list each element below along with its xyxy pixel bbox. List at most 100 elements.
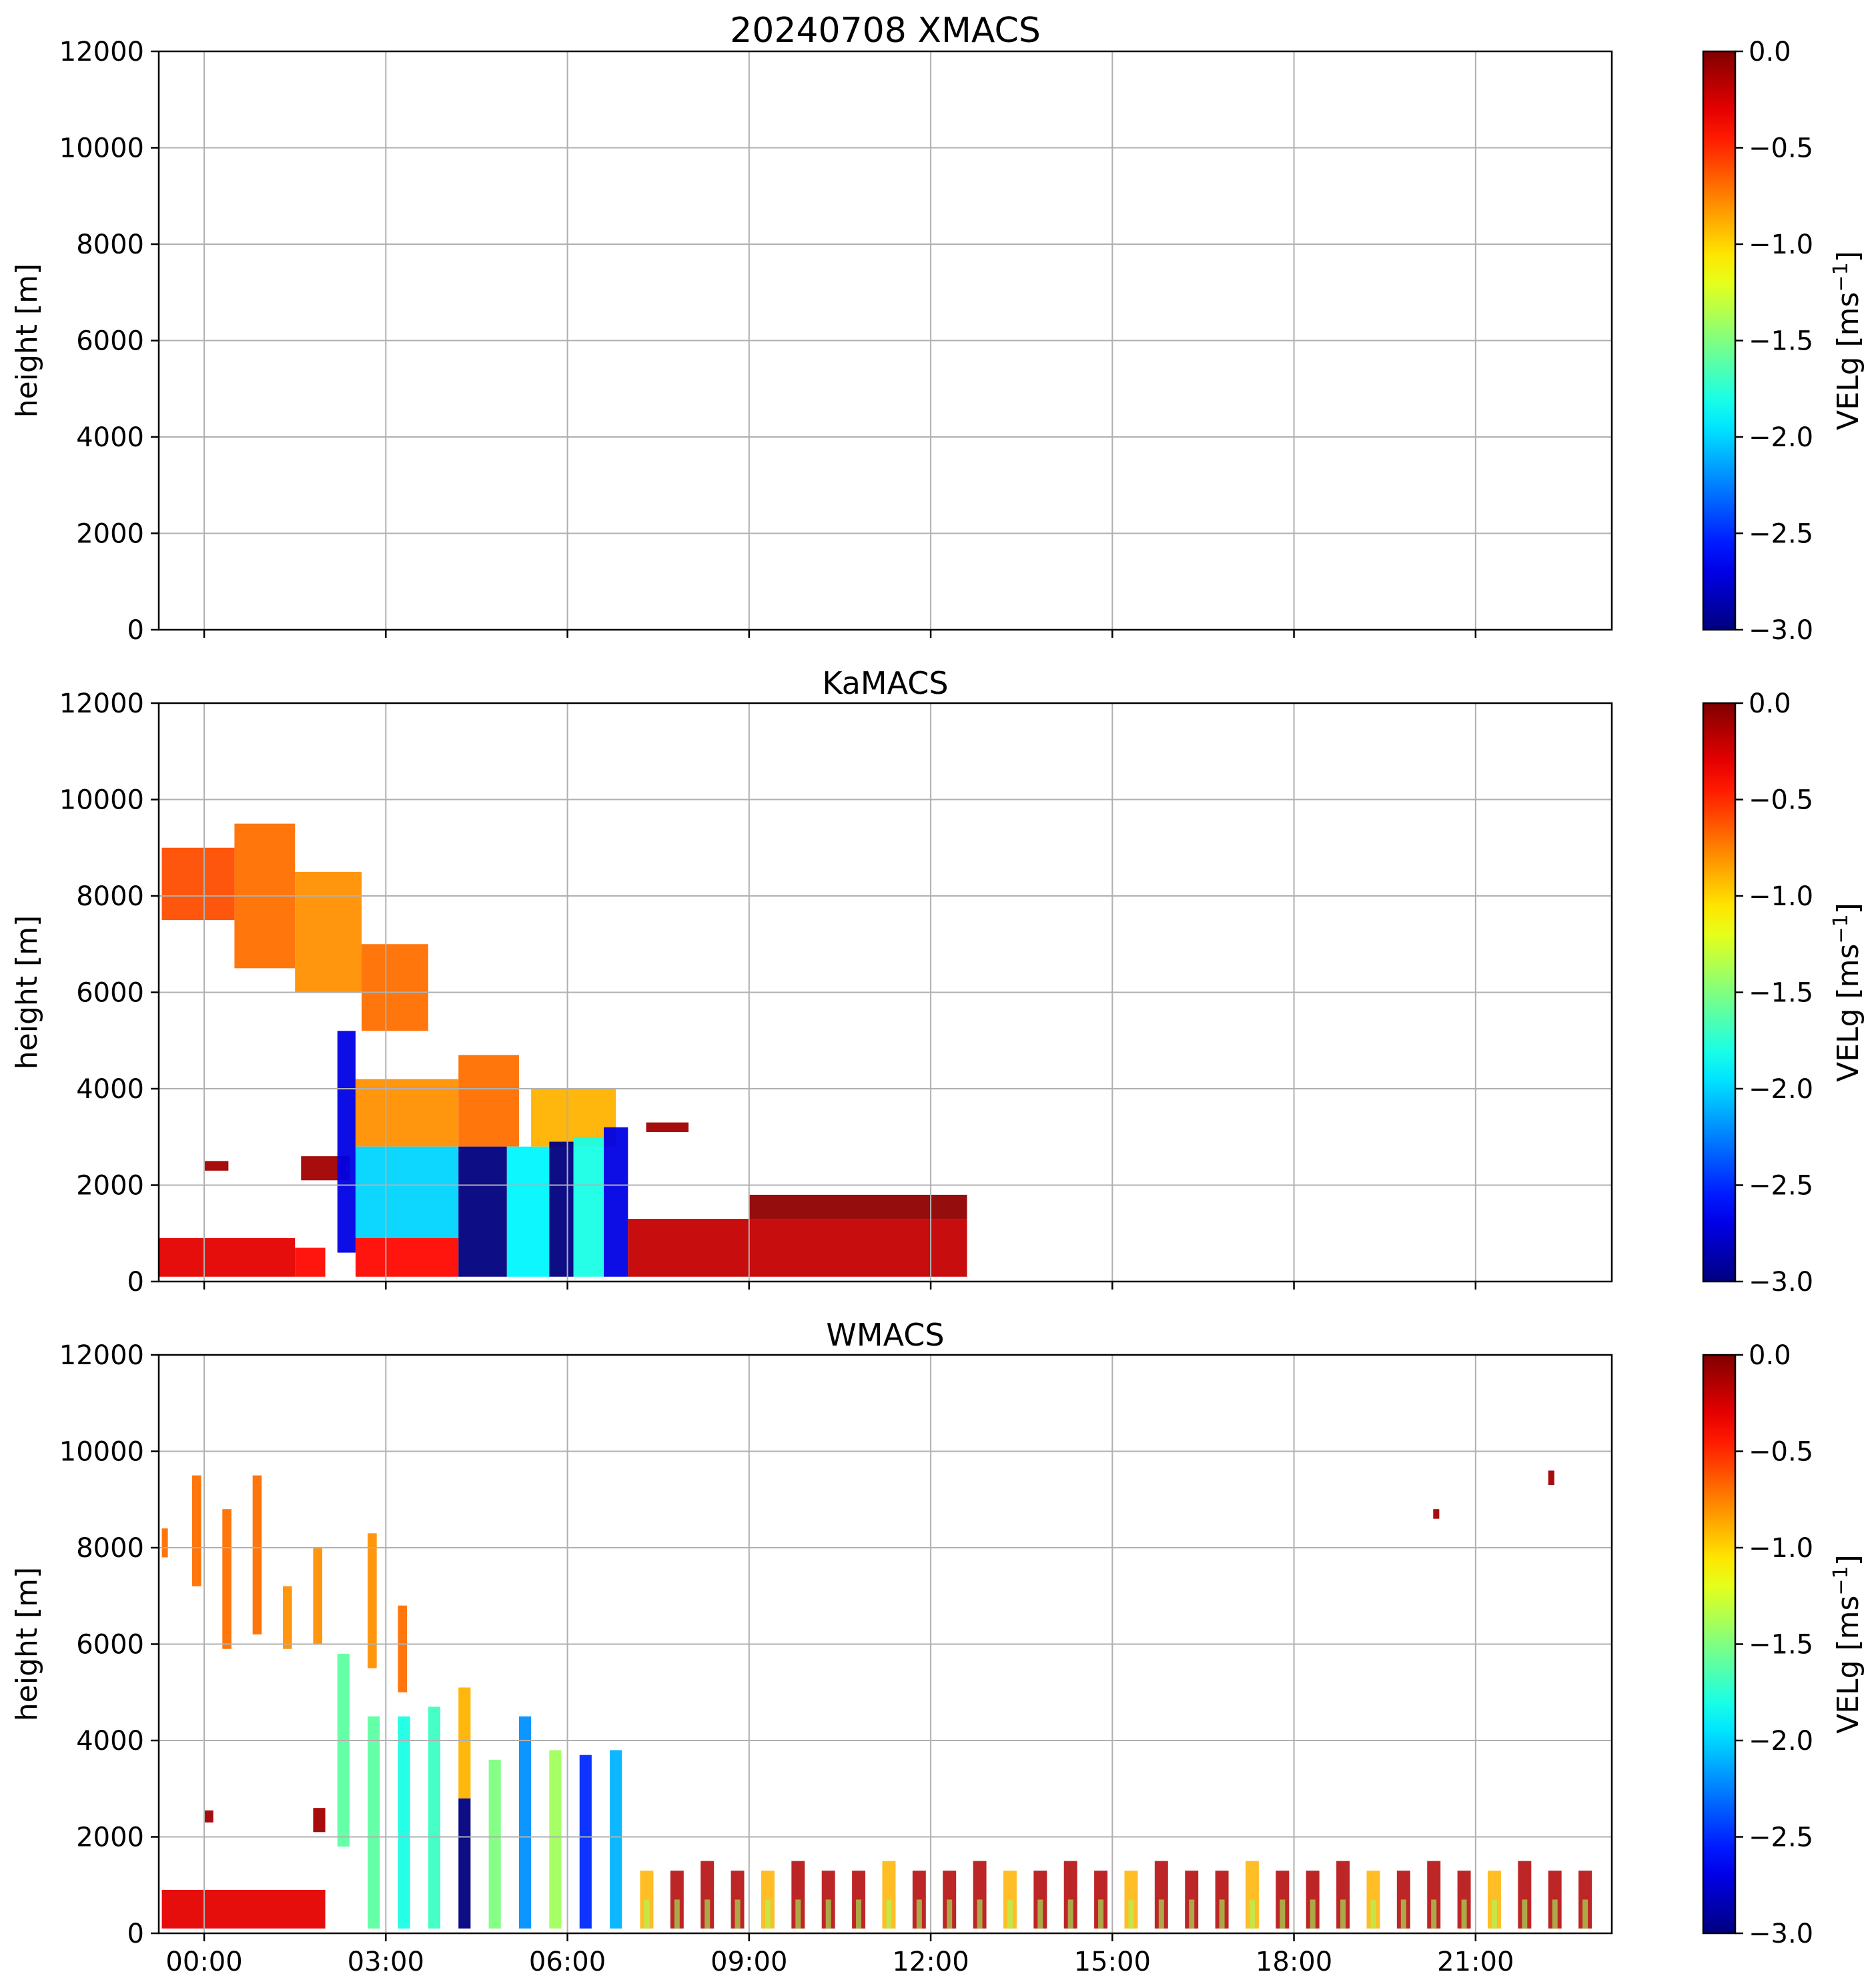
data-burst xyxy=(1487,1871,1501,1929)
colorbar-tick-label: −2.5 xyxy=(1749,1171,1813,1201)
x-tick-label: 00:00 xyxy=(165,1947,242,1977)
colorbar-tick-label: −1.5 xyxy=(1749,978,1813,1009)
data-layer xyxy=(159,823,967,1277)
data-region xyxy=(458,1146,507,1277)
data-region xyxy=(355,1237,459,1277)
data-burst xyxy=(1548,1871,1562,1929)
data-burst-core xyxy=(1128,1899,1134,1929)
colorbar xyxy=(1702,50,1737,631)
data-burst-core xyxy=(1158,1899,1164,1929)
data-burst xyxy=(731,1871,745,1929)
data-burst xyxy=(640,1871,654,1929)
y-tick-label: 0 xyxy=(127,615,144,646)
data-burst-core xyxy=(765,1899,771,1929)
data-region xyxy=(1548,1470,1554,1486)
y-tick-label: 8000 xyxy=(76,881,144,912)
data-region xyxy=(610,1750,622,1929)
colorbar-tick-label: −3.0 xyxy=(1749,1919,1813,1949)
colorbar-tick-label: −1.0 xyxy=(1749,229,1813,260)
colorbar-label-close: ] xyxy=(1831,903,1865,914)
data-region xyxy=(549,1141,574,1277)
data-burst-core xyxy=(1340,1899,1346,1929)
data-region xyxy=(604,1127,628,1277)
data-region xyxy=(458,1055,519,1147)
data-region xyxy=(295,1248,326,1277)
data-burst xyxy=(1185,1871,1199,1929)
colorbar-tick-label: 0.0 xyxy=(1749,37,1791,67)
data-region xyxy=(222,1509,231,1649)
data-burst xyxy=(1336,1861,1350,1929)
data-region xyxy=(252,1475,262,1635)
data-burst-core xyxy=(825,1899,831,1929)
data-burst xyxy=(1578,1871,1592,1929)
data-region xyxy=(283,1586,292,1649)
colorbar-tick-label: −0.5 xyxy=(1749,785,1813,816)
y-tick-label: 12000 xyxy=(59,1340,144,1371)
data-region xyxy=(355,1079,459,1147)
panel-2: 0 2000 4000 6000 8000 10000 12000 height [m] KaM… xyxy=(10,665,1865,1298)
x-tick-label: 18:00 xyxy=(1256,1947,1332,1977)
data-region xyxy=(398,1716,410,1929)
data-region xyxy=(204,1810,213,1823)
colorbar-label: VELg [ms−1] xyxy=(1829,903,1865,1082)
data-region xyxy=(204,1161,229,1171)
colorbar-tick-label: −3.0 xyxy=(1749,615,1813,646)
data-burst xyxy=(1366,1871,1380,1929)
data-region xyxy=(458,1798,471,1929)
x-tick-label: 12:00 xyxy=(892,1947,969,1977)
data-burst-core xyxy=(1582,1899,1588,1929)
y-tick-label: 12000 xyxy=(59,37,144,67)
data-burst-core xyxy=(886,1899,892,1929)
data-burst xyxy=(761,1871,775,1929)
data-burst xyxy=(1033,1871,1047,1929)
data-burst xyxy=(943,1871,957,1929)
y-tick-label: 4000 xyxy=(76,1074,144,1105)
data-burst xyxy=(1094,1871,1108,1929)
data-region xyxy=(295,871,362,993)
data-burst xyxy=(1276,1871,1290,1929)
data-region xyxy=(161,1528,168,1558)
y-tick-label: 12000 xyxy=(59,688,144,719)
y-tick-label: 6000 xyxy=(76,978,144,1009)
x-tick-label: 03:00 xyxy=(348,1947,424,1977)
y-tick-label: 2000 xyxy=(76,1171,144,1201)
colorbar-tick-label: −1.5 xyxy=(1749,1630,1813,1660)
data-burst-core xyxy=(1431,1899,1437,1929)
data-burst xyxy=(1427,1861,1441,1929)
y-tick-label: 0 xyxy=(127,1919,144,1949)
colorbar-tick-label: −2.5 xyxy=(1749,519,1813,550)
data-burst-core xyxy=(1400,1899,1406,1929)
y-tick-label: 0 xyxy=(127,1267,144,1298)
data-region xyxy=(428,1706,440,1929)
panel-3: 0 2000 4000 6000 8000 10000 12000 00:00 03:00 06:… xyxy=(10,1317,1865,1977)
colorbar-tick-label: −2.0 xyxy=(1749,1726,1813,1757)
y-tick-label: 6000 xyxy=(76,326,144,357)
data-burst-core xyxy=(1219,1899,1225,1929)
colorbar xyxy=(1702,702,1737,1283)
colorbar-label-exp: −1 xyxy=(1829,1566,1853,1595)
y-tick-label: 10000 xyxy=(59,133,144,164)
data-burst xyxy=(1396,1871,1410,1929)
data-burst-core xyxy=(977,1899,983,1929)
data-region xyxy=(579,1755,592,1929)
data-burst-core xyxy=(947,1899,953,1929)
data-region xyxy=(573,1137,604,1277)
data-region xyxy=(355,1146,459,1238)
data-region xyxy=(506,1146,550,1277)
data-burst xyxy=(821,1871,835,1929)
y-axis-label: height [m] xyxy=(10,915,44,1069)
data-region xyxy=(749,1194,967,1219)
colorbar-tick-label: −0.5 xyxy=(1749,1437,1813,1468)
data-region xyxy=(628,1219,967,1277)
data-burst-core xyxy=(1370,1899,1376,1929)
data-burst-core xyxy=(1067,1899,1073,1929)
data-region xyxy=(313,1808,326,1833)
data-burst xyxy=(882,1861,896,1929)
colorbar-tick-label: −0.5 xyxy=(1749,133,1813,164)
colorbar-label-text: VELg [ms xyxy=(1831,944,1865,1082)
data-burst-core xyxy=(1098,1899,1104,1929)
data-burst xyxy=(1063,1861,1077,1929)
data-burst-core xyxy=(644,1899,650,1929)
x-tick-label: 21:00 xyxy=(1437,1947,1514,1977)
